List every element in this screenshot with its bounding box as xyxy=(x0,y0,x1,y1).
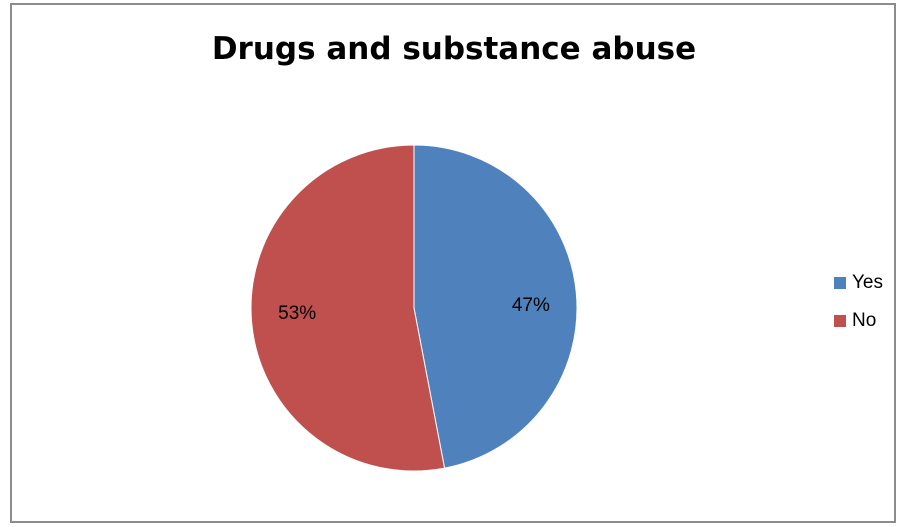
data-label-yes: 47% xyxy=(512,295,550,316)
legend-swatch-no xyxy=(834,315,846,327)
legend-swatch-yes xyxy=(834,277,846,289)
legend-label-no: No xyxy=(852,310,877,331)
legend-item-no: No xyxy=(834,310,883,331)
pie-slice-no xyxy=(250,144,446,472)
pie-slice-yes xyxy=(413,144,578,469)
legend: Yes No xyxy=(834,272,883,349)
data-label-no: 53% xyxy=(278,303,316,324)
chart-title: Drugs and substance abuse xyxy=(211,31,697,67)
legend-item-yes: Yes xyxy=(834,272,883,293)
legend-label-yes: Yes xyxy=(852,272,883,293)
